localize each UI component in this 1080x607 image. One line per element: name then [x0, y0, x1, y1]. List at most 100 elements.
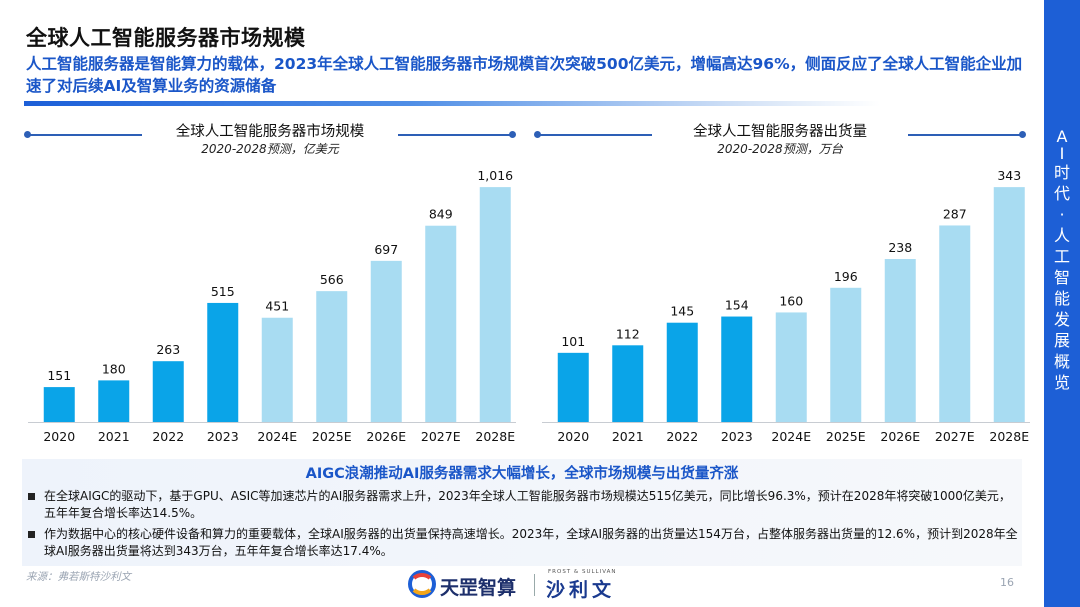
- x-tick-label: 2023: [207, 429, 239, 444]
- bar-value-label: 154: [725, 298, 749, 313]
- bar-value-label: 343: [997, 168, 1021, 183]
- section-sidebar: A I 时代 · 人工智能发展概览: [1044, 0, 1080, 607]
- page-subtitle: 人工智能服务器是智能算力的载体，2023年全球人工智能服务器市场规模首次突破50…: [26, 55, 1023, 95]
- logo-primary-text: 天罡智算: [440, 577, 517, 599]
- bar-value-label: 451: [265, 299, 289, 314]
- tiangang-logo-icon: [408, 570, 436, 598]
- bar-value-label: 238: [888, 240, 912, 255]
- summary-box: AIGC浪潮推动AI服务器需求大幅增长，全球市场规模与出货量齐涨 在全球AIGC…: [22, 459, 1022, 566]
- chart-subtitle: 2020-2028预测，万台: [717, 142, 843, 156]
- sidebar-char: 智: [1053, 268, 1070, 287]
- bar: [557, 352, 589, 422]
- summary-bullet: 在全球AIGC的驱动下，基于GPU、ASIC等加速芯片的AI服务器需求上升，20…: [28, 488, 1018, 522]
- chart-header-left: 全球人工智能服务器市场规模 2020-2028预测，亿美元: [24, 118, 516, 156]
- summary-bullet: 作为数据中心的核心硬件设备和算力的重要载体，全球AI服务器的出货量保持高速增长。…: [28, 526, 1018, 560]
- x-tick-label: 2023: [721, 429, 753, 444]
- bar-value-label: 112: [616, 326, 640, 341]
- x-tick-label: 2021: [98, 429, 130, 444]
- sidebar-char: I: [1059, 144, 1065, 163]
- bar: [43, 387, 75, 422]
- bar-value-label: 180: [102, 361, 126, 376]
- title-underline: [24, 101, 880, 106]
- x-tick-label: 2022: [152, 429, 184, 444]
- logo-divider: [534, 574, 535, 596]
- bar: [830, 287, 862, 422]
- x-tick-label: 2020: [557, 429, 589, 444]
- header-dot: [1019, 131, 1026, 138]
- summary-title: AIGC浪潮推动AI服务器需求大幅增长，全球市场规模与出货量齐涨: [305, 466, 739, 482]
- bar: [152, 361, 184, 422]
- page-title: 全球人工智能服务器市场规模: [26, 26, 306, 50]
- x-tick-label: 2027E: [935, 429, 975, 444]
- logo-secondary-text: 沙利文: [546, 579, 616, 601]
- bar-value-label: 515: [211, 284, 235, 299]
- section-sidebar-label: A I 时代 · 人工智能发展概览: [1044, 128, 1080, 393]
- x-tick-label: 2025E: [826, 429, 866, 444]
- bar: [884, 259, 916, 422]
- chart-title: 全球人工智能服务器出货量: [693, 124, 867, 140]
- chart-title: 全球人工智能服务器市场规模: [175, 124, 365, 140]
- x-tick-label: 2021: [612, 429, 644, 444]
- logo-english-text: FROST & SULLIVAN: [548, 569, 617, 575]
- bar: [316, 291, 348, 422]
- header-dot: [509, 131, 516, 138]
- bar: [98, 380, 130, 422]
- header-line: [28, 134, 142, 136]
- sidebar-char: 概: [1053, 352, 1070, 371]
- bullet-square-icon: [28, 493, 35, 500]
- sidebar-char: 代: [1053, 184, 1070, 203]
- bullet-text: 作为数据中心的核心硬件设备和算力的重要载体，全球AI服务器的出货量保持高速增长。…: [44, 527, 1018, 558]
- header-line: [398, 134, 512, 136]
- bar-value-label: 196: [834, 269, 858, 284]
- x-tick-label: 2024E: [257, 429, 297, 444]
- bullet-text: 在全球AIGC的驱动下，基于GPU、ASIC等加速芯片的AI服务器需求上升，20…: [44, 489, 1011, 520]
- x-tick-label: 2022: [666, 429, 698, 444]
- bar: [370, 260, 402, 422]
- sidebar-char: 展: [1053, 331, 1070, 350]
- x-tick-label: 2025E: [312, 429, 352, 444]
- sidebar-char: 时: [1053, 163, 1070, 182]
- header-line: [538, 134, 652, 136]
- chart-header-right: 全球人工智能服务器出货量 2020-2028预测，万台: [534, 118, 1026, 156]
- market-size-bar-chart: 151 2020 180 2021 263 2022 515 2023 451 2024E 566 2…: [28, 168, 516, 444]
- bar: [479, 187, 511, 422]
- page-number: 16: [1000, 576, 1014, 589]
- bar: [721, 316, 753, 422]
- bar: [425, 225, 457, 422]
- sidebar-char: ·: [1059, 205, 1065, 224]
- bar-value-label: 101: [561, 334, 585, 349]
- x-tick-label: 2026E: [880, 429, 920, 444]
- bar: [666, 322, 698, 422]
- sidebar-char: 览: [1053, 373, 1070, 392]
- bar-value-label: 160: [779, 293, 803, 308]
- bar: [993, 187, 1025, 422]
- sidebar-char: 人: [1053, 226, 1070, 245]
- source-note: 来源：弗若斯特沙利文: [26, 571, 131, 583]
- sidebar-char: 工: [1053, 247, 1070, 266]
- bar: [207, 302, 239, 422]
- bar: [261, 317, 293, 422]
- x-tick-label: 2027E: [421, 429, 461, 444]
- sidebar-char: 发: [1053, 310, 1070, 329]
- bar: [775, 312, 807, 422]
- shipment-bar-chart: 101 2020 112 2021 145 2022 154 2023 160 2024E 196 2…: [542, 168, 1030, 444]
- bar-value-label: 849: [429, 207, 453, 222]
- bullet-square-icon: [28, 531, 35, 538]
- bar-value-label: 566: [320, 272, 344, 287]
- sidebar-char: A: [1056, 127, 1068, 146]
- header-line: [908, 134, 1022, 136]
- x-tick-label: 2024E: [771, 429, 811, 444]
- bar: [939, 225, 971, 422]
- bar-value-label: 1,016: [477, 168, 513, 183]
- x-tick-label: 2028E: [989, 429, 1029, 444]
- x-tick-label: 2026E: [366, 429, 406, 444]
- bar-value-label: 151: [47, 368, 71, 383]
- chart-subtitle: 2020-2028预测，亿美元: [201, 142, 339, 156]
- sidebar-char: 能: [1053, 289, 1070, 308]
- bar: [612, 345, 644, 422]
- bar-value-label: 287: [943, 206, 967, 221]
- bar-value-label: 263: [156, 342, 180, 357]
- x-tick-label: 2020: [43, 429, 75, 444]
- header-dot: [24, 131, 31, 138]
- header-dot: [534, 131, 541, 138]
